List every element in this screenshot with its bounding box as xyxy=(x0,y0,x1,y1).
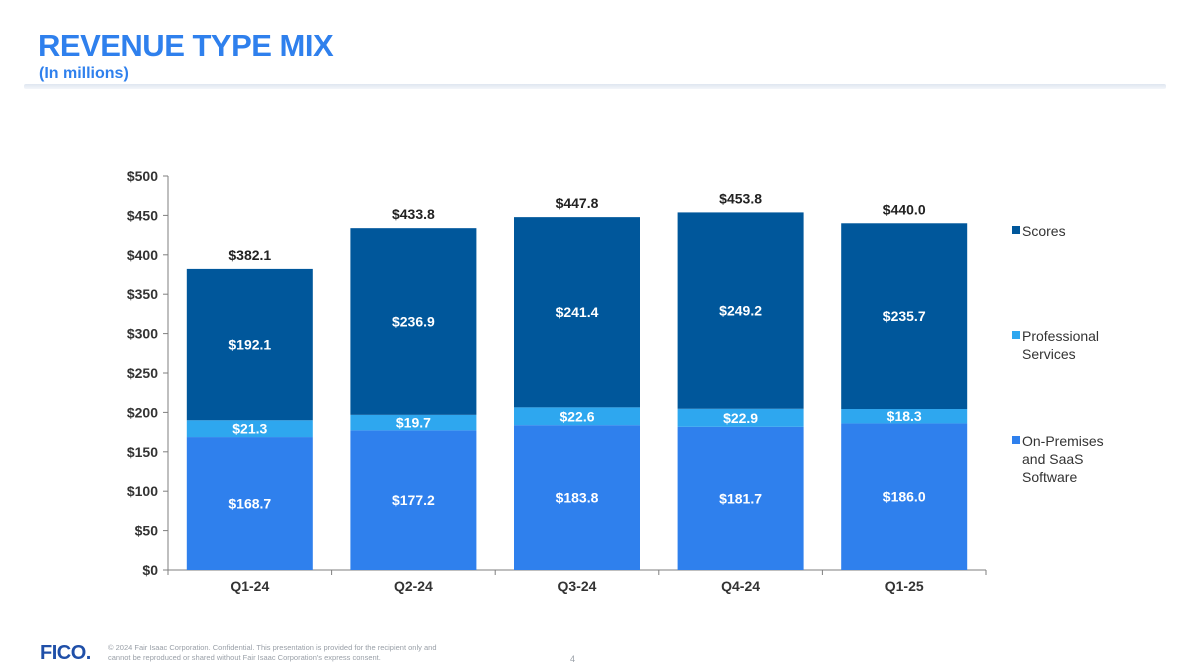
bar-segment xyxy=(350,414,477,431)
y-tick-label: $450 xyxy=(127,207,158,223)
data-label: $19.7 xyxy=(396,415,431,431)
bar-segment xyxy=(350,430,477,570)
bar-segment xyxy=(841,423,968,570)
x-tick-label: Q1-25 xyxy=(885,578,924,594)
legend-label-professional-services: Professional Services xyxy=(1022,328,1100,362)
y-tick-label: $150 xyxy=(127,444,158,460)
bar-segment xyxy=(514,425,640,570)
x-tick-label: Q2-24 xyxy=(394,578,433,594)
legend-swatch-on-premises-saas xyxy=(1012,436,1020,444)
data-label: $22.9 xyxy=(723,410,758,426)
bar-segment xyxy=(677,212,804,409)
bar-segment xyxy=(677,426,804,570)
data-label: $18.3 xyxy=(887,408,922,424)
fico-logo: FICO. xyxy=(40,642,91,664)
y-tick-label: $200 xyxy=(127,404,158,420)
data-label: $236.9 xyxy=(392,314,435,330)
header-divider xyxy=(24,84,1166,89)
total-label: $440.0 xyxy=(883,201,926,217)
data-label: $21.3 xyxy=(232,421,267,437)
data-label: $235.7 xyxy=(883,308,926,324)
bar-segment xyxy=(514,407,640,426)
y-tick-label: $500 xyxy=(127,168,158,184)
y-tick-label: $400 xyxy=(127,247,158,263)
y-tick-label: $100 xyxy=(127,483,158,499)
bar-segment xyxy=(186,437,313,570)
data-label: $177.2 xyxy=(392,492,435,508)
total-label: $453.8 xyxy=(719,190,762,206)
legend-label-scores: Scores xyxy=(1022,223,1066,239)
y-tick-label: $50 xyxy=(135,523,159,539)
bar-segment xyxy=(186,268,313,421)
footer-disclaimer: © 2024 Fair Isaac Corporation. Confident… xyxy=(108,643,437,662)
data-label: $22.6 xyxy=(559,408,594,424)
x-tick-label: Q4-24 xyxy=(721,578,760,594)
bar-segment xyxy=(677,408,804,427)
y-tick-label: $250 xyxy=(127,365,158,381)
page-title: REVENUE TYPE MIX xyxy=(38,28,334,63)
data-label: $192.1 xyxy=(228,337,271,353)
total-label: $382.1 xyxy=(228,247,271,263)
bar-segment xyxy=(514,217,640,408)
x-tick-label: Q1-24 xyxy=(230,578,269,594)
page-number: 4 xyxy=(570,654,576,664)
legend-swatch-scores xyxy=(1012,226,1020,234)
data-label: $249.2 xyxy=(719,303,762,319)
total-label: $433.8 xyxy=(392,206,435,222)
data-label: $168.7 xyxy=(228,496,271,512)
bar-segment xyxy=(841,223,968,410)
data-label: $241.4 xyxy=(556,304,599,320)
total-label: $447.8 xyxy=(556,195,599,211)
bar-segment xyxy=(841,409,968,424)
legend-swatch-professional-services xyxy=(1012,331,1020,339)
y-tick-label: $350 xyxy=(127,286,158,302)
y-tick-label: $0 xyxy=(142,562,158,578)
legend-label-on-premises-saas: On-Premises and SaaS Software xyxy=(1022,433,1104,485)
data-label: $181.7 xyxy=(719,490,762,506)
bar-segment xyxy=(350,228,477,415)
x-tick-label: Q3-24 xyxy=(558,578,597,594)
page-subtitle: (In millions) xyxy=(39,65,129,82)
data-label: $186.0 xyxy=(883,489,926,505)
data-label: $183.8 xyxy=(556,490,599,506)
bar-segment xyxy=(186,420,313,438)
y-tick-label: $300 xyxy=(127,326,158,342)
